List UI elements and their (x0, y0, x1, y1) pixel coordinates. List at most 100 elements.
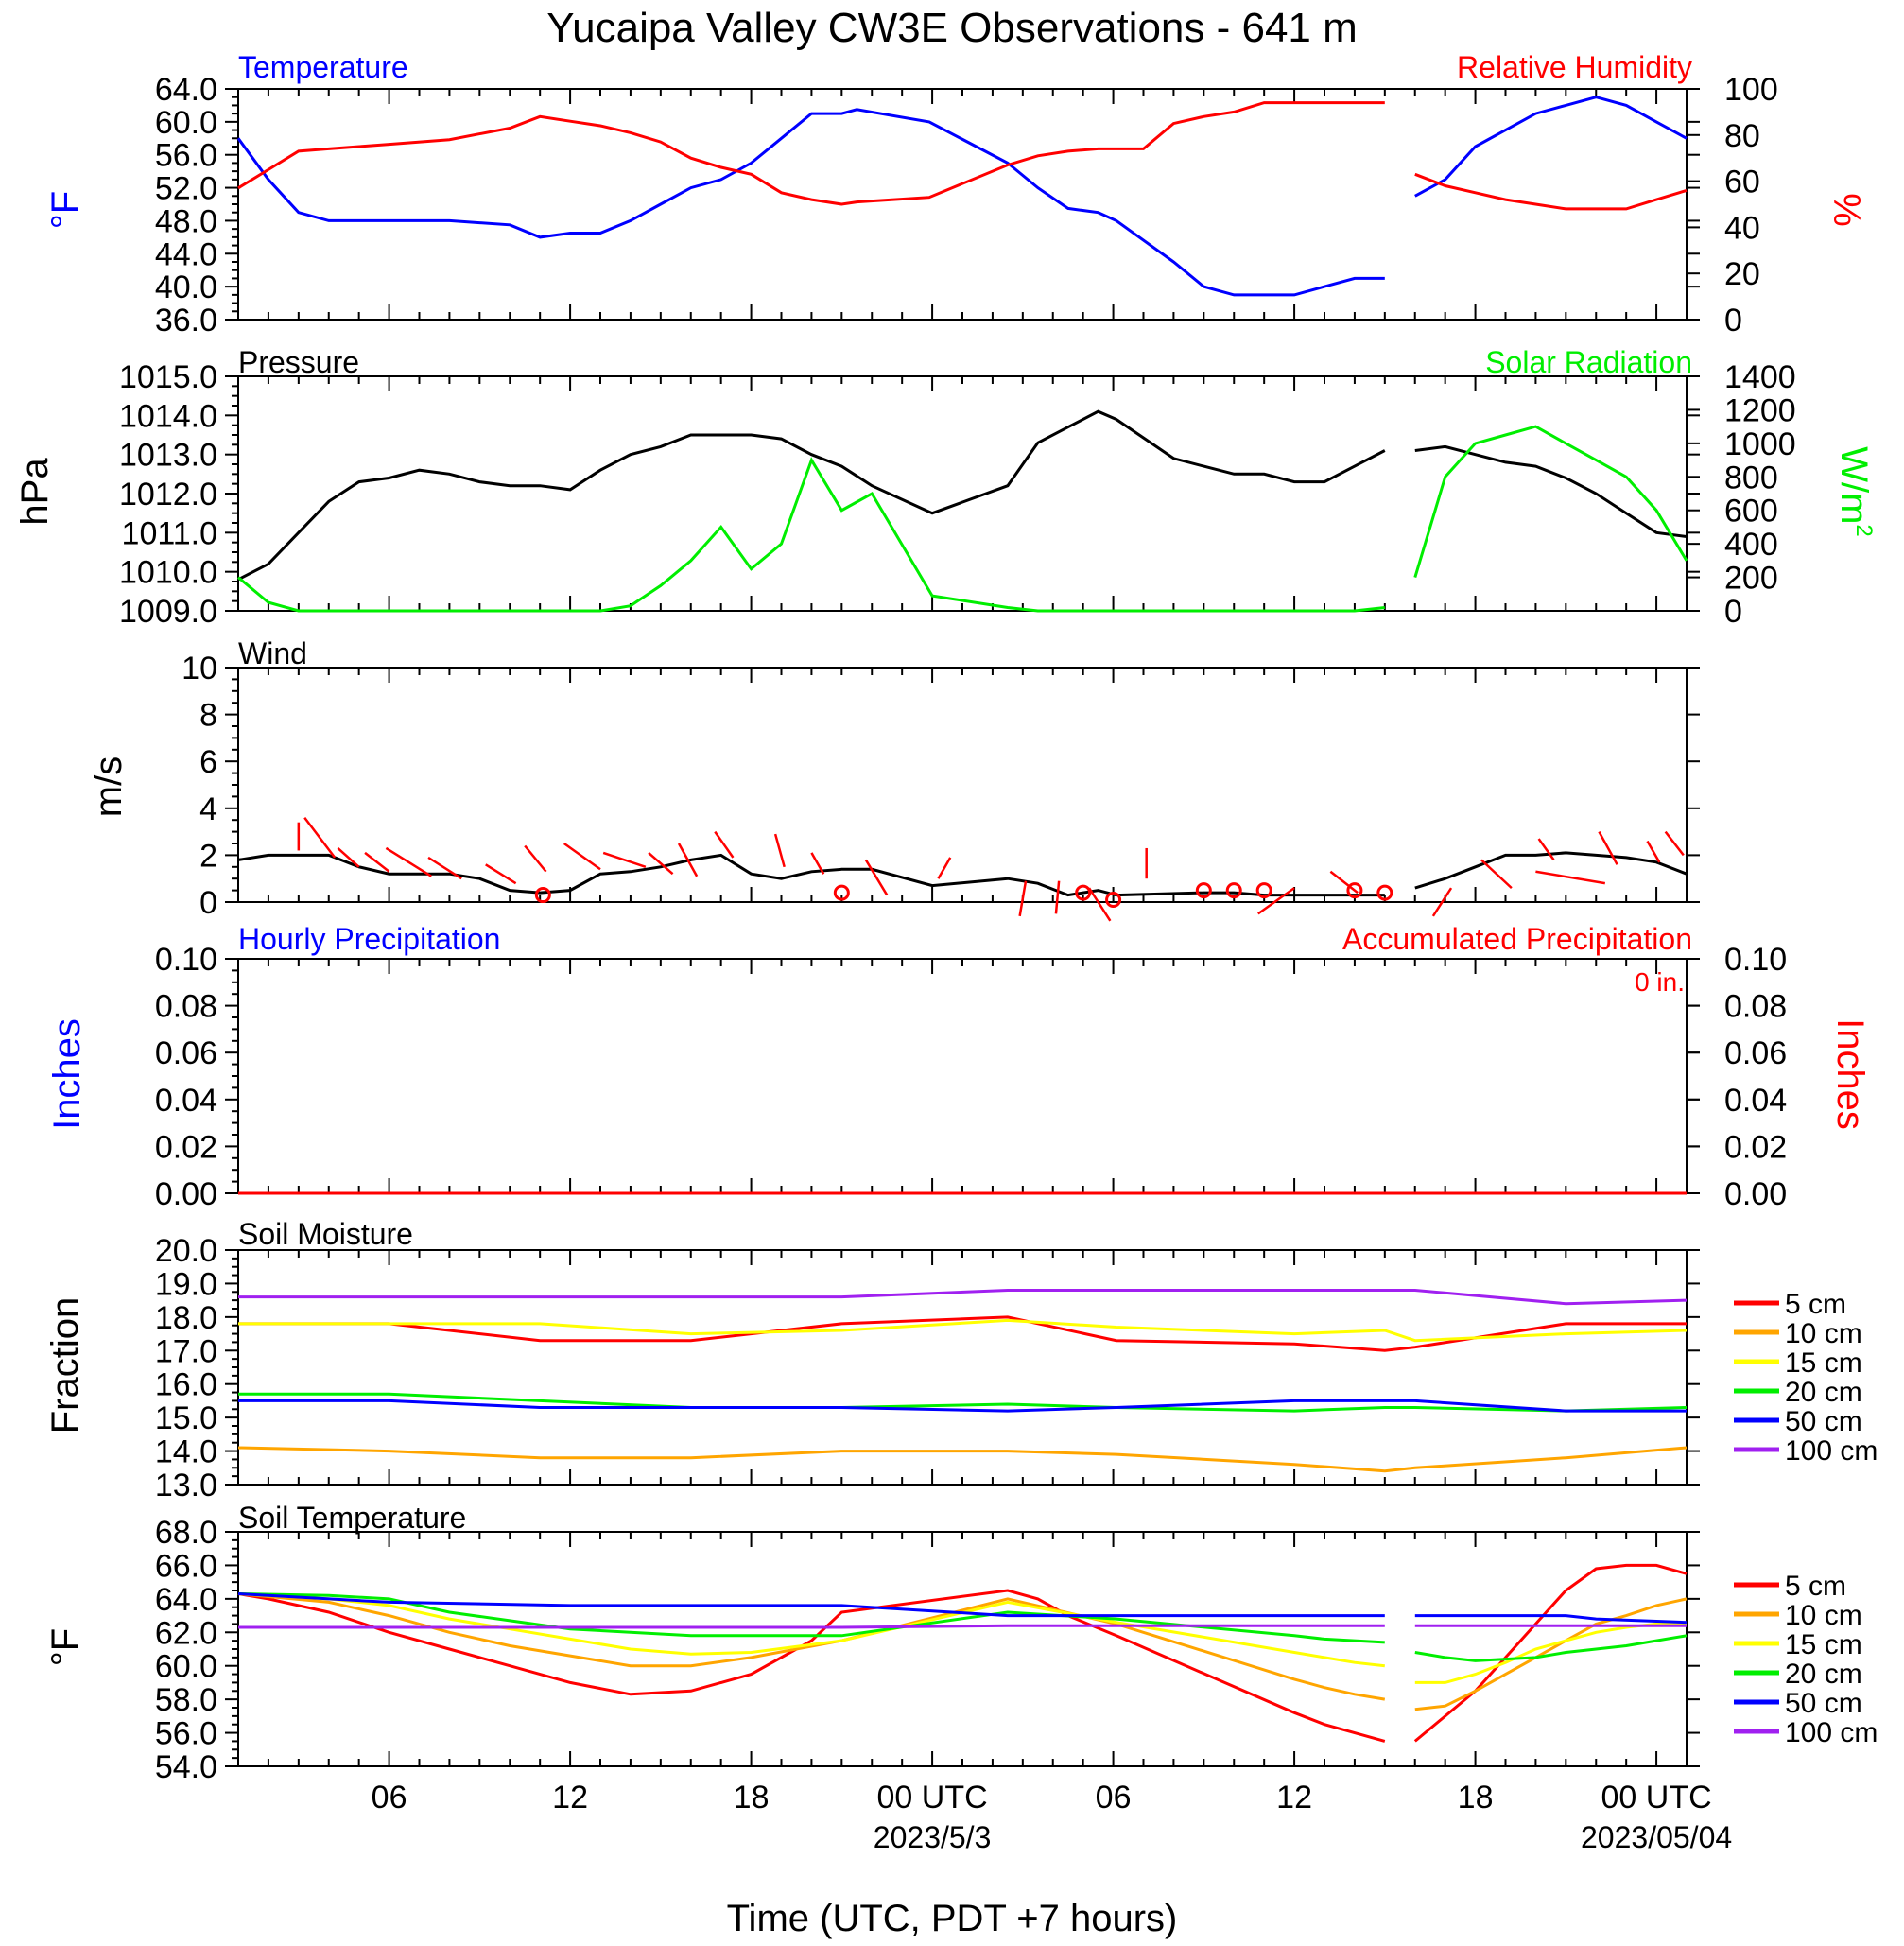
legend-label: 5 cm (1785, 1571, 1846, 1602)
wind-barb (1329, 870, 1359, 895)
pressure-panel: Pressure Solar Radiation hPa W/m2 (14, 345, 1877, 537)
y-tick-label: 0.06 (155, 1035, 217, 1071)
soil-moisture-title: Soil Moisture (238, 1217, 413, 1251)
series-5-cm (238, 1315, 1687, 1352)
y-tick-label: 40.0 (155, 269, 217, 305)
y-tick-label: 68.0 (155, 1515, 217, 1551)
solar-title: Solar Radiation (1485, 345, 1692, 379)
wind-barb (385, 846, 432, 877)
wind-barb (1257, 887, 1295, 915)
soil-moisture-unit: Fraction (44, 1297, 86, 1434)
wind-barb (1431, 887, 1453, 917)
series-100-cm (238, 1624, 1687, 1629)
y-tick-label: 13.0 (155, 1468, 217, 1503)
calm-wind-marker (833, 884, 850, 901)
wind-barb (1535, 870, 1606, 885)
wind-barb (524, 844, 547, 873)
y2-tick-label: 0.02 (1724, 1129, 1787, 1165)
temperature-title: Temperature (238, 50, 408, 84)
legend-label: 20 cm (1785, 1659, 1862, 1690)
y2-tick-label: 0.10 (1724, 942, 1787, 978)
y-tick-label: 1009.0 (119, 594, 217, 630)
panel-frame-temperature (237, 88, 1688, 321)
y2-tick-label: 40 (1724, 210, 1760, 246)
panel-frame-precip (237, 958, 1688, 1194)
wind-barb (810, 852, 825, 875)
y2-tick-label: 200 (1724, 561, 1778, 597)
x-date-label: 2023/05/04 (1581, 1820, 1732, 1854)
y-tick-label: 36.0 (155, 303, 217, 339)
x-axis-label: Time (UTC, PDT +7 hours) (727, 1898, 1178, 1939)
calm-wind-marker (1075, 884, 1092, 901)
y2-tick-label: 0 (1724, 303, 1742, 339)
soil-temperature-panel: Soil Temperature °F (44, 1501, 466, 1666)
x-tick-label: 18 (734, 1780, 770, 1816)
x-tick-label: 12 (1276, 1780, 1312, 1816)
humidity-title: Relative Humidity (1457, 50, 1692, 84)
legend-label: 20 cm (1785, 1377, 1862, 1408)
y-tick-label: 54.0 (155, 1749, 217, 1785)
series-solar-radiation (237, 425, 1688, 613)
y2-tick-label: 0.00 (1724, 1176, 1787, 1212)
y-tick-label: 44.0 (155, 236, 217, 272)
y2-tick-label: 0.04 (1724, 1083, 1787, 1119)
y2-tick-label: 1000 (1724, 426, 1796, 462)
wind-barb (648, 851, 674, 876)
legend-label: 15 cm (1785, 1629, 1862, 1660)
y-tick-label: 6 (199, 744, 217, 780)
plot-layer: 64.060.056.052.048.044.040.036.010080604… (119, 72, 1878, 1854)
legend-label: 50 cm (1785, 1406, 1862, 1437)
x-tick-label: 00 UTC (1601, 1780, 1712, 1816)
humidity-unit: % (1826, 193, 1867, 227)
wind-barb (1480, 859, 1513, 890)
y-tick-label: 16.0 (155, 1367, 217, 1403)
y-tick-label: 56.0 (155, 138, 217, 174)
x-tick-label: 12 (552, 1780, 588, 1816)
y-tick-label: 8 (199, 698, 217, 734)
y2-tick-label: 20 (1724, 256, 1760, 292)
series-20-cm (238, 1392, 1688, 1413)
y-tick-label: 52.0 (155, 171, 217, 207)
wind-barb (1018, 880, 1028, 917)
y-tick-label: 58.0 (155, 1682, 217, 1718)
wind-barb (1054, 880, 1061, 914)
y2-tick-label: 400 (1724, 527, 1778, 563)
temperature-panel: Temperature Relative Humidity °F % (44, 50, 1867, 229)
series-5-cm (237, 1563, 1688, 1743)
y-tick-label: 1015.0 (119, 359, 217, 395)
y2-tick-label: 1400 (1724, 359, 1796, 395)
x-tick-label: 00 UTC (877, 1780, 988, 1816)
calm-wind-marker (1255, 882, 1272, 899)
y-tick-label: 10 (182, 651, 217, 686)
series-10-cm (237, 1592, 1688, 1711)
series-50-cm (238, 1399, 1687, 1413)
wind-barb (1537, 838, 1555, 861)
y-tick-label: 66.0 (155, 1548, 217, 1584)
y-tick-label: 0.10 (155, 942, 217, 978)
y-tick-label: 18.0 (155, 1300, 217, 1336)
y-tick-label: 60.0 (155, 105, 217, 141)
precip-left-unit: Inches (46, 1018, 88, 1130)
series-15-cm (237, 1592, 1687, 1684)
pressure-title: Pressure (238, 345, 359, 379)
legend-label: 10 cm (1785, 1318, 1862, 1349)
y-tick-label: 4 (199, 791, 217, 827)
series-50-cm (237, 1592, 1688, 1625)
wind-barb (864, 859, 889, 896)
y-tick-label: 0 (199, 885, 217, 921)
y2-tick-label: 0 (1724, 594, 1742, 630)
y-tick-label: 0.08 (155, 989, 217, 1025)
y-tick-label: 1012.0 (119, 477, 217, 513)
solar-unit: W/m2 (1833, 446, 1877, 537)
wind-barb (602, 851, 647, 868)
y-tick-label: 2 (199, 838, 217, 874)
y2-tick-label: 0.06 (1724, 1035, 1787, 1071)
y-tick-label: 20.0 (155, 1233, 217, 1269)
y-tick-label: 56.0 (155, 1716, 217, 1752)
series-temperature (236, 96, 1688, 297)
y2-tick-label: 600 (1724, 494, 1778, 530)
legend-label: 100 cm (1785, 1435, 1878, 1467)
precip-total: 0 in. (1635, 967, 1685, 997)
soil-moisture-panel: Soil Moisture Fraction (44, 1217, 413, 1433)
y2-tick-label: 0.08 (1724, 989, 1787, 1025)
